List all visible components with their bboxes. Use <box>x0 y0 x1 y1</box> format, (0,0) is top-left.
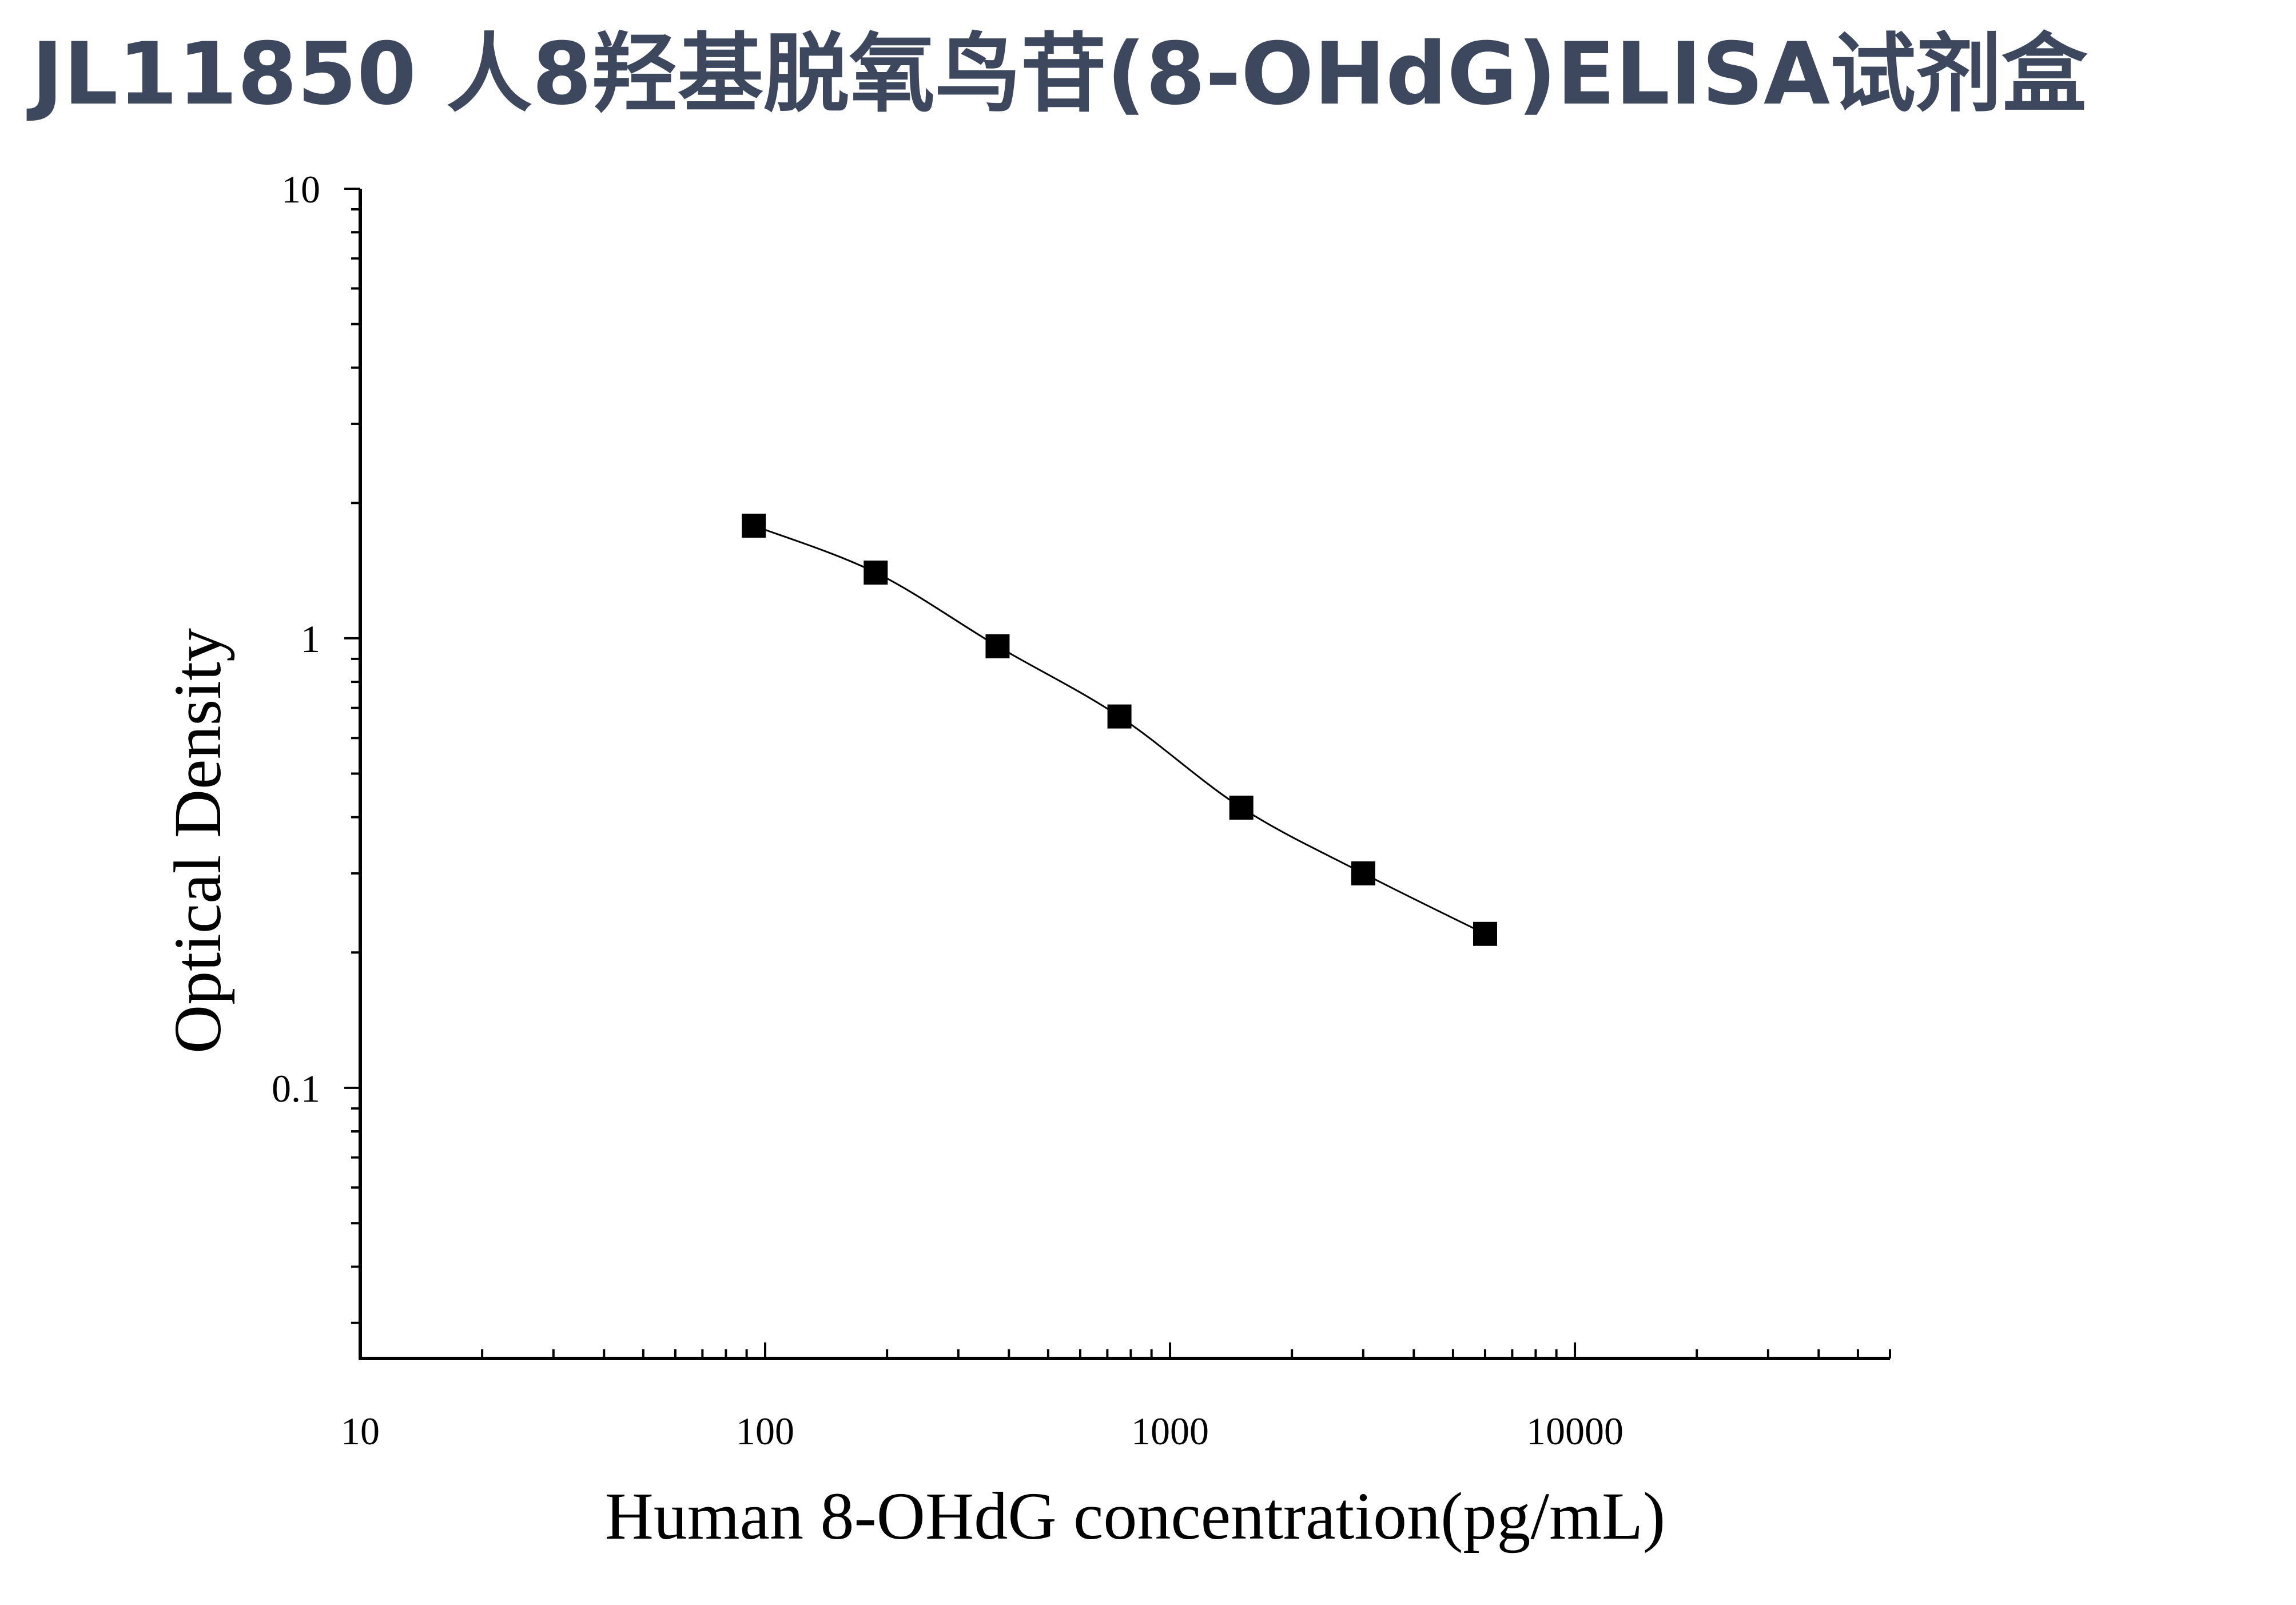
y-axis-title: Optical Density <box>160 628 235 1054</box>
data-point <box>1473 921 1497 946</box>
data-point <box>1229 796 1254 820</box>
data-point <box>1351 861 1375 885</box>
x-tick-label: 1000 <box>1131 1409 1209 1453</box>
page-title: JL11850 人8羟基脱氧鸟苷(8-OHdG)ELISA试剂盒 <box>31 25 2088 124</box>
data-point <box>864 561 888 585</box>
data-points <box>742 514 1497 946</box>
y-tick-label: 0.1 <box>272 1067 320 1110</box>
data-point <box>742 514 766 538</box>
y-tick-label: 10 <box>281 168 320 211</box>
x-axis-ticks: 10 100 1000 10000 <box>341 1342 1891 1453</box>
x-tick-label: 10 <box>341 1409 380 1453</box>
fit-curve <box>753 525 1486 935</box>
data-point <box>1107 704 1132 729</box>
x-axis-title: Human 8-OHdG concentration(pg/mL) <box>605 1479 1666 1554</box>
x-tick-label: 100 <box>736 1409 794 1453</box>
x-tick-label: 10000 <box>1526 1409 1623 1453</box>
y-axis-ticks: 0.1 1 10 <box>272 168 360 1324</box>
axes <box>359 189 1890 1360</box>
y-tick-label: 1 <box>301 617 320 661</box>
data-point <box>985 634 1010 658</box>
